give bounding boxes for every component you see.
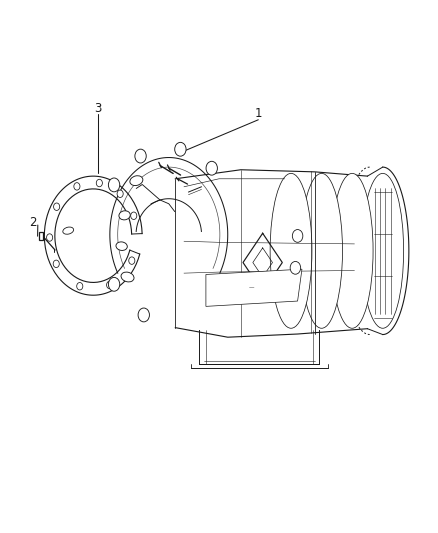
Text: 2: 2 (29, 216, 36, 229)
Text: 3: 3 (94, 102, 101, 115)
Ellipse shape (362, 173, 404, 328)
Circle shape (108, 277, 120, 291)
Circle shape (108, 178, 120, 192)
Circle shape (77, 282, 83, 290)
Ellipse shape (130, 176, 143, 185)
Text: —: — (249, 285, 254, 290)
Ellipse shape (119, 211, 130, 220)
Circle shape (117, 190, 123, 198)
Circle shape (138, 308, 149, 322)
Text: 1: 1 (254, 107, 262, 120)
Ellipse shape (270, 173, 312, 328)
Circle shape (206, 161, 217, 175)
Ellipse shape (301, 173, 343, 328)
Polygon shape (206, 269, 302, 306)
Ellipse shape (121, 272, 134, 282)
Circle shape (53, 203, 60, 211)
Circle shape (46, 234, 53, 241)
FancyBboxPatch shape (39, 232, 43, 240)
Ellipse shape (116, 242, 127, 251)
Circle shape (175, 142, 186, 156)
Circle shape (292, 230, 303, 243)
Circle shape (53, 260, 59, 268)
Circle shape (290, 262, 300, 274)
Circle shape (135, 149, 146, 163)
Circle shape (106, 281, 113, 289)
Circle shape (74, 183, 80, 190)
Circle shape (129, 257, 135, 264)
Ellipse shape (63, 227, 74, 234)
Ellipse shape (331, 173, 373, 328)
Circle shape (131, 212, 137, 220)
Circle shape (96, 179, 102, 187)
